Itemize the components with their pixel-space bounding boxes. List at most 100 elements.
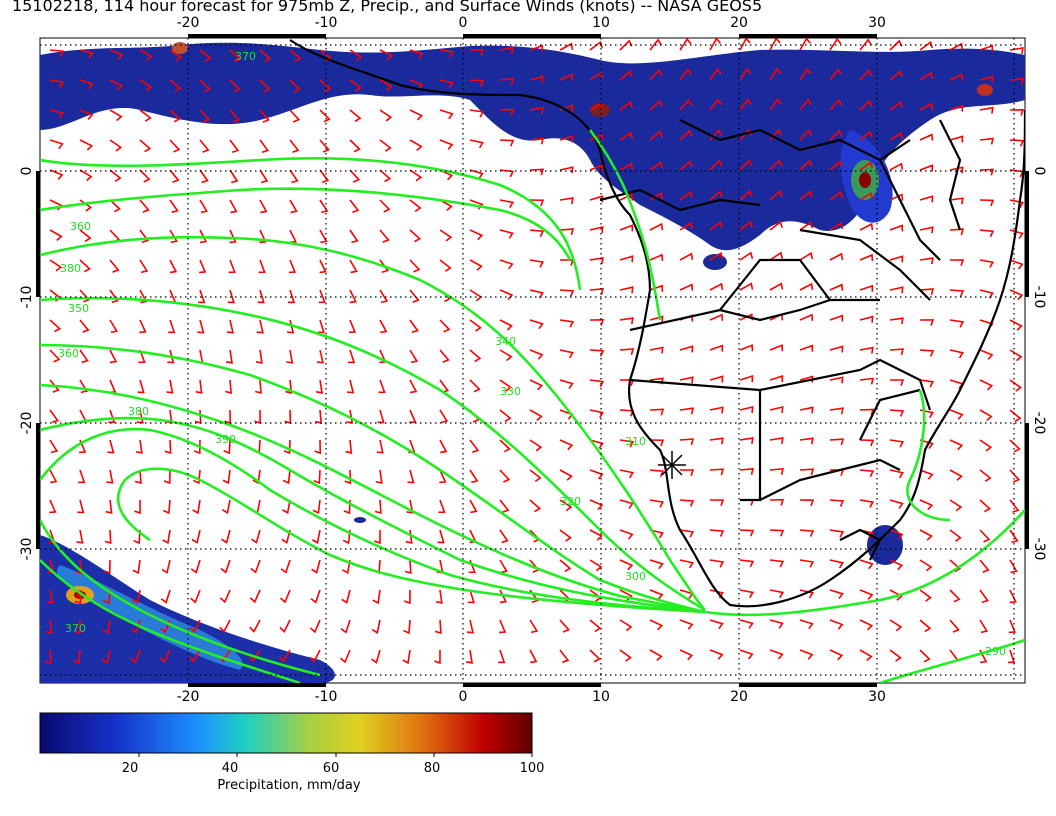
- wind-barb: [1009, 289, 1024, 301]
- wind-barb: [45, 619, 53, 634]
- wind-barb: [739, 529, 755, 537]
- wind-barb: [220, 559, 231, 574]
- wind-barb: [139, 79, 153, 92]
- wind-barb: [289, 169, 299, 184]
- wind-barb: [109, 259, 120, 273]
- wind-barb: [46, 589, 54, 604]
- wind-barb: [409, 319, 419, 334]
- wind-barb: [799, 129, 813, 141]
- wind-barb: [799, 649, 814, 660]
- wind-barb: [374, 529, 381, 545]
- wind-barb: [349, 259, 358, 274]
- wind-barb: [799, 98, 812, 111]
- wind-barb: [76, 529, 84, 544]
- wind-barb: [679, 283, 694, 291]
- wind-barb: [139, 199, 150, 213]
- wind-barb: [134, 499, 141, 515]
- wind-barb: [499, 289, 514, 301]
- colorbar-tick: 100: [520, 761, 545, 776]
- wind-barb: [769, 649, 784, 660]
- wind-barb: [679, 407, 694, 415]
- wind-barb: [979, 137, 994, 145]
- wind-barb: [371, 619, 381, 634]
- wind-barb: [829, 649, 844, 661]
- wind-barb: [344, 469, 352, 485]
- wind-barb: [559, 166, 574, 174]
- wind-barb: [189, 649, 201, 663]
- wind-barb: [161, 559, 171, 574]
- wind-barb: [529, 649, 538, 664]
- wind-barb: [439, 349, 450, 363]
- wind-barb: [499, 379, 513, 392]
- wind-barb: [49, 49, 65, 58]
- wind-barb: [49, 469, 58, 484]
- wind-barb: [139, 49, 153, 61]
- wind-barb: [949, 409, 964, 420]
- wind-barb: [259, 169, 269, 184]
- wind-barb: [131, 589, 141, 604]
- wind-barb: [311, 559, 321, 574]
- wind-barb: [499, 108, 515, 116]
- wind-barb: [349, 49, 363, 62]
- wind-barb: [769, 559, 785, 568]
- wind-barb: [559, 379, 574, 389]
- wind-barb: [137, 379, 145, 394]
- wind-barb: [559, 619, 570, 633]
- wind-barb: [167, 349, 175, 364]
- wind-barb: [679, 252, 694, 261]
- wind-barb: [889, 224, 904, 232]
- wind-barb: [406, 499, 414, 514]
- wind-barb: [679, 499, 695, 507]
- lon-tick: 20: [730, 689, 748, 705]
- wind-barb: [435, 589, 443, 604]
- wind-barb: [949, 589, 961, 603]
- wind-barb: [1009, 199, 1025, 209]
- wind-barb: [739, 220, 753, 231]
- wind-barb: [769, 467, 784, 475]
- wind-barb: [679, 38, 692, 51]
- wind-barb: [101, 649, 111, 664]
- wind-barb: [376, 439, 384, 454]
- wind-barb: [199, 109, 211, 123]
- wind-barb: [339, 649, 351, 664]
- lon-ticks-top: -20 -10 0 10 20 30: [177, 15, 886, 31]
- wind-barb: [769, 619, 784, 629]
- wind-barb: [799, 468, 815, 476]
- wind-barb: [309, 649, 321, 663]
- wind-barb: [589, 226, 604, 234]
- wind-barb: [559, 135, 574, 143]
- wind-barb: [619, 559, 634, 571]
- wind-barb: [250, 559, 261, 574]
- wind-barb: [619, 286, 634, 294]
- wind-barb: [889, 70, 903, 81]
- wind-barb: [437, 529, 445, 544]
- wind-barb: [467, 589, 475, 604]
- wind-barb: [709, 159, 723, 171]
- wind-barb: [79, 79, 94, 90]
- lon-tick: 30: [868, 15, 886, 31]
- wind-barb: [280, 589, 291, 604]
- lon-tick: -10: [315, 15, 338, 31]
- wind-barb: [349, 169, 361, 183]
- wind-barb: [859, 439, 875, 447]
- wind-barb: [979, 499, 992, 513]
- wind-barb: [499, 229, 514, 239]
- wind-barb: [889, 100, 904, 111]
- wind-barb: [529, 409, 543, 421]
- wind-barb: [345, 439, 353, 454]
- wind-barb: [278, 649, 291, 663]
- wind-barb: [375, 469, 383, 484]
- wind-barb: [259, 49, 272, 63]
- wind-barb: [619, 162, 634, 171]
- wind-barb: [919, 226, 934, 234]
- wind-barb: [829, 191, 844, 201]
- wind-barb: [319, 79, 332, 93]
- wind-barb: [49, 79, 65, 88]
- wind-barb: [319, 139, 330, 153]
- wind-barb: [859, 130, 873, 141]
- wind-barb: [829, 98, 843, 111]
- wind-barb: [829, 38, 842, 51]
- wind-barb: [919, 195, 934, 203]
- wind-barb: [739, 251, 754, 261]
- wind-barb: [829, 283, 844, 291]
